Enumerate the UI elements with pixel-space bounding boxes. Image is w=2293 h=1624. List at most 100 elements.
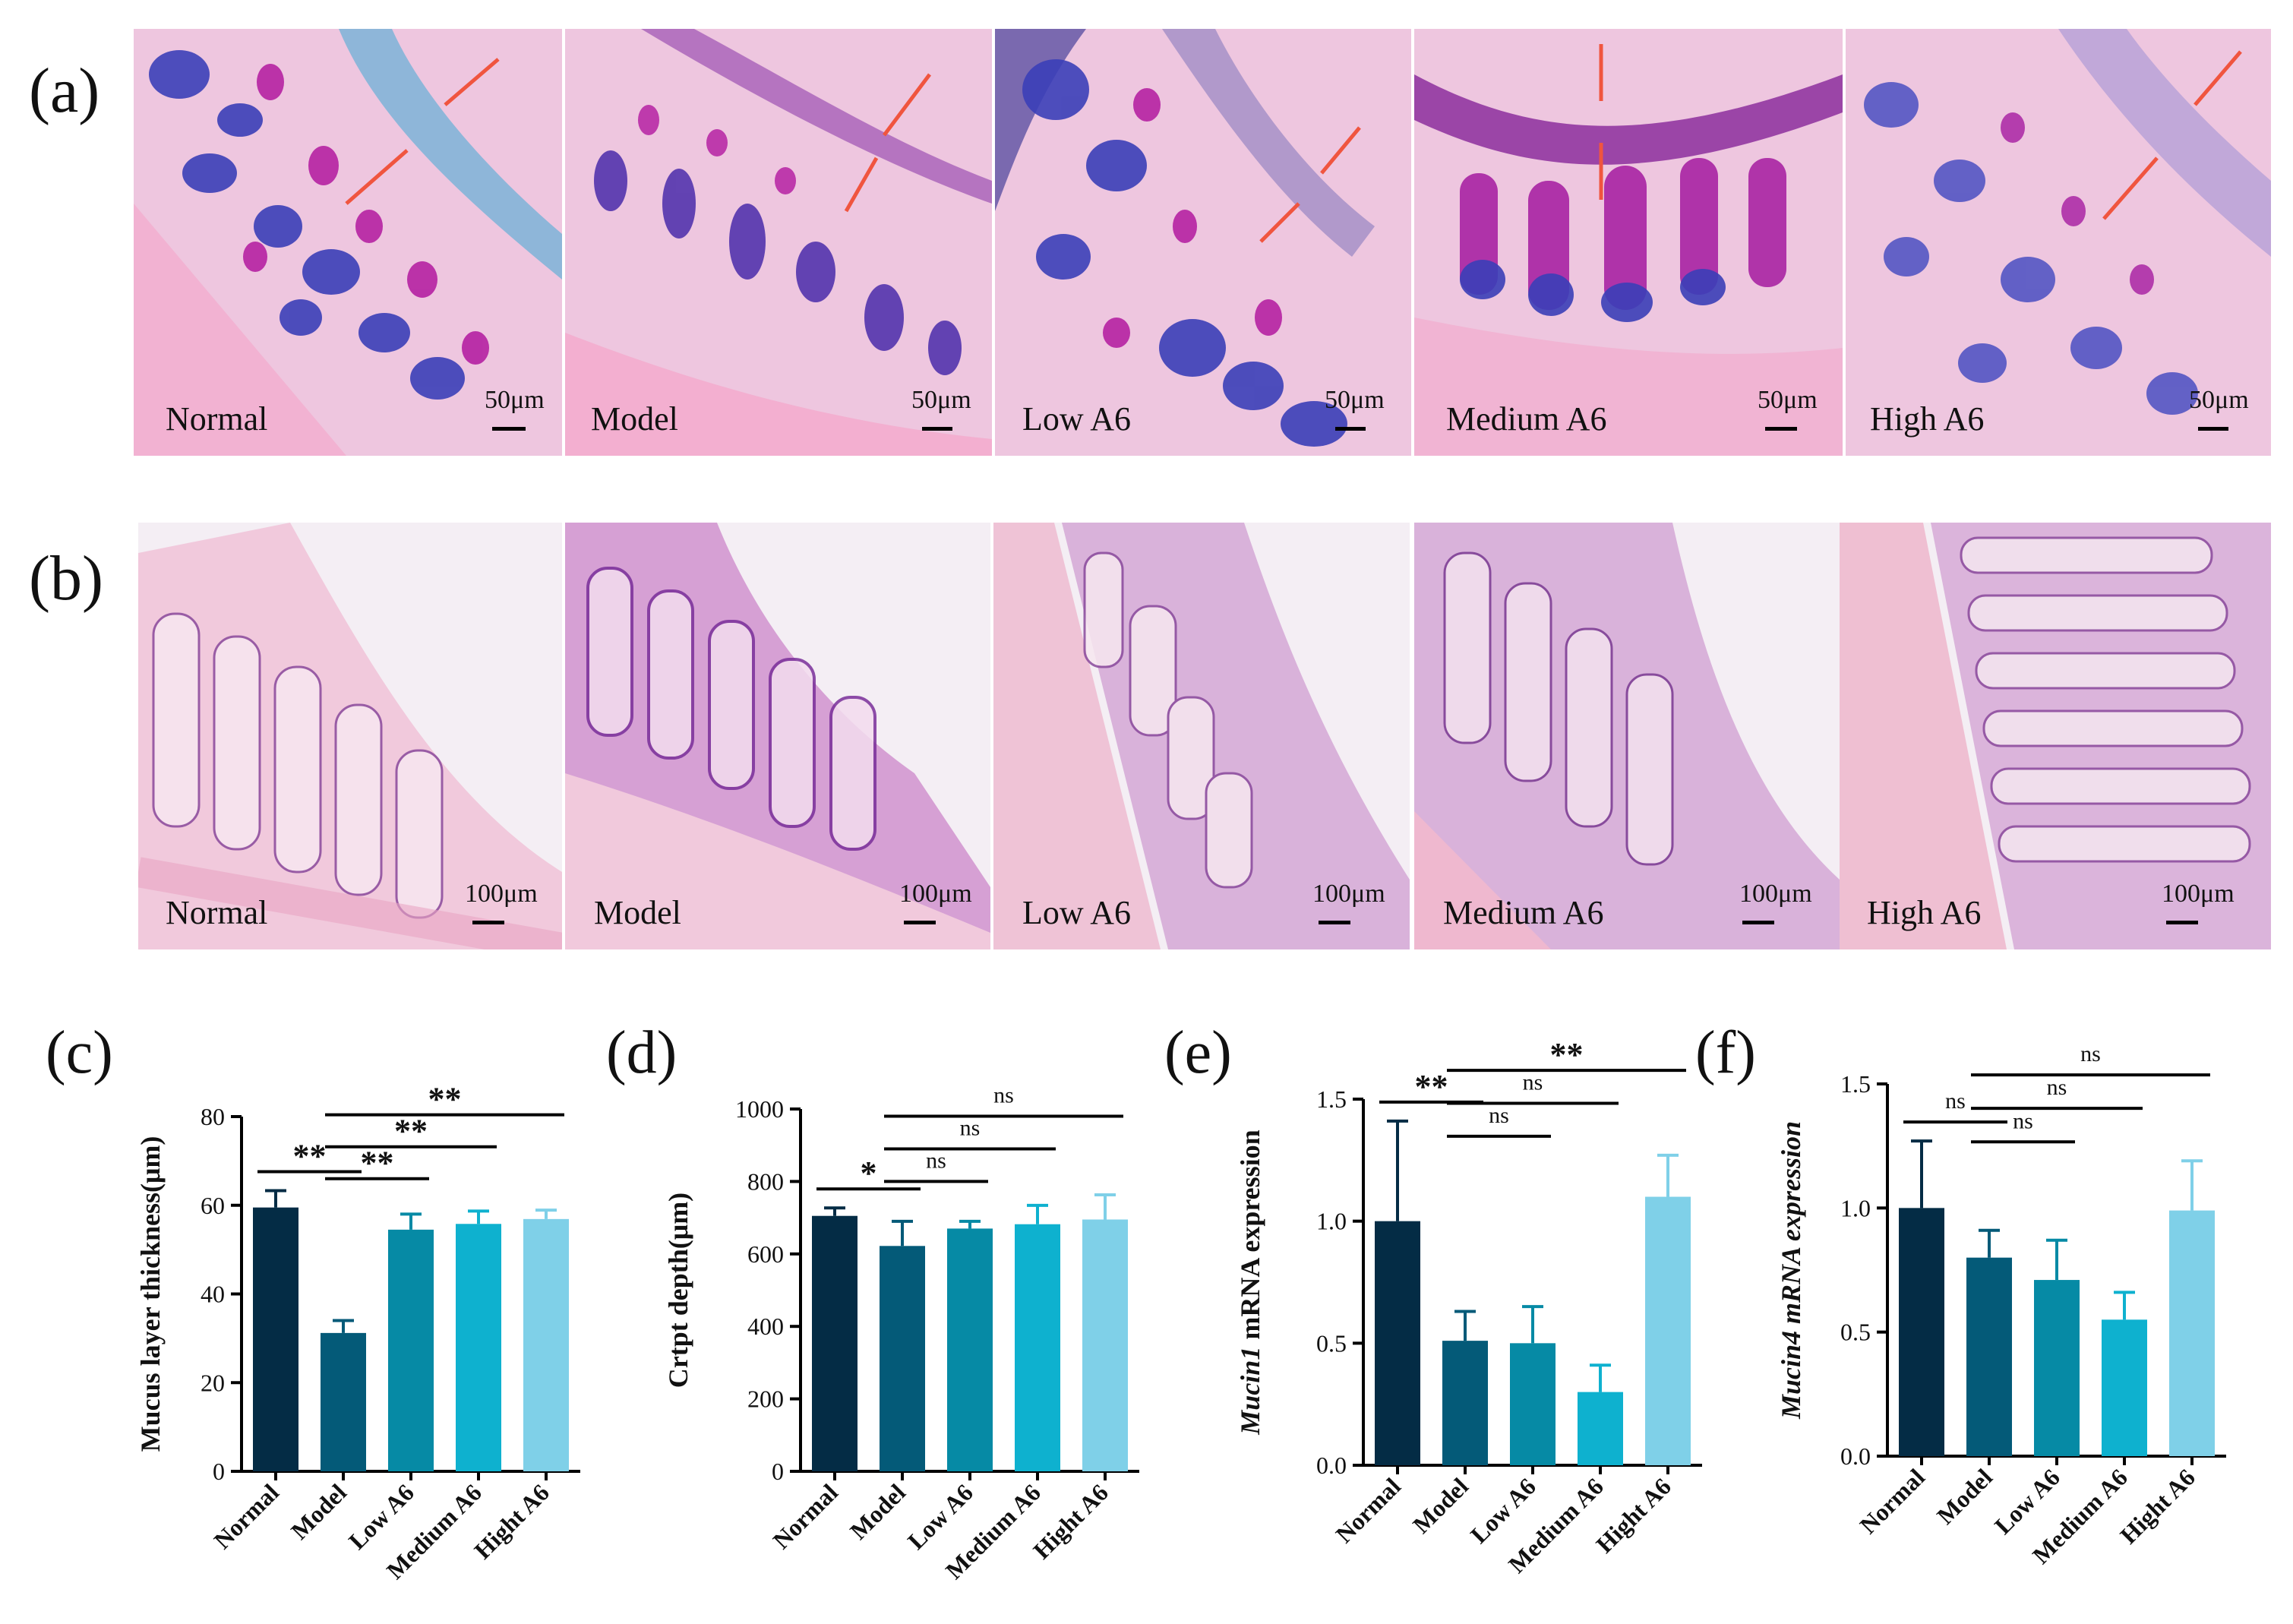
significance-label: ns — [2047, 1075, 2067, 1100]
stain-texture — [565, 523, 990, 949]
tile-label: Medium A6 — [1446, 400, 1607, 438]
bar-0 — [1899, 1208, 1944, 1456]
bar-4 — [523, 1218, 569, 1471]
micrograph-a-high-a6: High A6 50μm — [1846, 29, 2271, 456]
y-tick-label: 1.0 — [1316, 1208, 1347, 1235]
tile-label: Model — [591, 400, 678, 438]
significance-label: ** — [1415, 1068, 1448, 1105]
tile-label: Normal — [166, 894, 268, 931]
significance-label: ** — [293, 1137, 327, 1174]
tile-label: Low A6 — [1022, 894, 1131, 931]
significance-label: ns — [1489, 1103, 1509, 1128]
micrograph-a-normal: Normal 50μm — [134, 29, 562, 456]
y-tick-label: 0.5 — [1840, 1319, 1871, 1346]
chart-d: (d) 0 200 400 600 800 1000 Crtpt depth(μm) Norma… — [606, 1019, 1139, 1585]
y-tick-label: 1.5 — [1316, 1085, 1347, 1113]
micrograph-b-high-a6: High A6 100μm — [1840, 523, 2271, 949]
x-tick-label: Model — [1407, 1472, 1473, 1538]
scale-label: 100μm — [465, 880, 538, 908]
y-tick-label: 20 — [201, 1369, 225, 1396]
tile-label: Medium A6 — [1443, 894, 1604, 931]
micrograph-b-normal: Normal 100μm — [138, 523, 562, 949]
micrograph-b-medium-a6: Medium A6 100μm — [1414, 523, 1840, 949]
stain-texture — [1846, 29, 2271, 456]
y-tick-label: 0.0 — [1316, 1452, 1347, 1479]
tile-label: High A6 — [1870, 400, 1985, 438]
y-tick-label: 200 — [747, 1385, 784, 1413]
x-tick-label: Normal — [767, 1478, 843, 1554]
tile-label: Normal — [166, 400, 268, 438]
scale-label: 50μm — [1758, 386, 1818, 414]
panel-letter: (f) — [1695, 1019, 1756, 1086]
bar-4 — [2169, 1210, 2215, 1456]
bar-3 — [1015, 1224, 1060, 1471]
scale-bar — [492, 427, 526, 431]
significance-label: ns — [2013, 1108, 2033, 1133]
y-axis-label-rest: mRNA expression — [1235, 1130, 1265, 1346]
bar-3 — [1578, 1392, 1623, 1465]
y-tick-label: 0 — [213, 1458, 225, 1485]
y-axis-label: Mucin1 mRNA expression — [1235, 1130, 1265, 1435]
stain-texture — [138, 523, 562, 949]
y-axis-label-italic: Mucin1 — [1235, 1347, 1265, 1436]
y-tick-label: 0 — [772, 1458, 784, 1485]
y-axis-label: Mucus layer thickness(μm) — [135, 1136, 166, 1452]
panel-letter: (e) — [1164, 1019, 1232, 1086]
significance-label: ** — [394, 1113, 428, 1150]
scale-label: 50μm — [911, 386, 971, 414]
bar-1 — [880, 1246, 925, 1471]
significance-label: ns — [926, 1148, 946, 1173]
y-axis-label-italic: Mucin4 mRNA expression — [1776, 1121, 1806, 1420]
scale-label: 100μm — [1312, 880, 1385, 908]
stain-texture — [1840, 523, 2271, 949]
bar-3 — [2102, 1319, 2147, 1456]
y-tick-label: 800 — [747, 1167, 784, 1195]
chart-e: (e) 0.0 0.5 1.0 1.5 Mucin1 mRNA expression Nor… — [1164, 1019, 1702, 1578]
stain-texture — [993, 523, 1410, 949]
bar-2 — [388, 1229, 434, 1471]
y-axis-label: Mucin4 mRNA expression — [1776, 1121, 1806, 1420]
stain-texture — [1414, 29, 1843, 456]
significance-label: ns — [1523, 1070, 1543, 1095]
stain-texture — [565, 29, 992, 456]
bar-1 — [1966, 1257, 2012, 1456]
scale-bar — [2166, 921, 2198, 924]
micrograph-a-medium-a6: Medium A6 50μm — [1414, 29, 1843, 456]
micrograph-b-model: Model 100μm — [565, 523, 990, 949]
x-tick-label: Hight A6 — [1590, 1472, 1676, 1558]
significance-label: ns — [2080, 1041, 2101, 1066]
panel-letter-a: (a) — [29, 55, 100, 126]
bar-2 — [2034, 1280, 2080, 1456]
y-tick-label: 80 — [201, 1103, 225, 1130]
micrograph-a-model: Model 50μm — [565, 29, 992, 456]
bar-1 — [1442, 1341, 1488, 1465]
scale-label: 100μm — [1739, 880, 1812, 908]
scale-bar — [1335, 427, 1366, 431]
significance-label: ** — [361, 1145, 394, 1182]
significance-label: ** — [428, 1081, 462, 1118]
significance-label: ** — [1550, 1036, 1584, 1073]
tile-label: Low A6 — [1022, 400, 1131, 438]
scale-label: 50μm — [2189, 386, 2249, 414]
bar-4 — [1645, 1196, 1691, 1465]
bar-1 — [321, 1332, 366, 1471]
scale-label: 100μm — [899, 880, 972, 908]
scale-bar — [1765, 427, 1797, 431]
scale-bar — [1742, 921, 1774, 924]
x-tick-label: Hight A6 — [2115, 1463, 2200, 1549]
significance-label: ns — [993, 1083, 1014, 1108]
y-tick-label: 400 — [747, 1313, 784, 1340]
panel-letter: (d) — [606, 1019, 677, 1086]
significance-label: * — [861, 1155, 877, 1192]
x-tick-label: Model — [1931, 1463, 1998, 1529]
significance-label: ns — [960, 1115, 981, 1140]
micrograph-a-low-a6: Low A6 50μm — [995, 29, 1411, 456]
bar-4 — [1082, 1219, 1128, 1471]
y-axis-label: Crtpt depth(μm) — [663, 1193, 693, 1388]
scale-bar — [922, 427, 952, 431]
stain-texture — [134, 29, 562, 456]
y-tick-label: 600 — [747, 1240, 784, 1268]
panel-letter-b: (b) — [29, 543, 103, 614]
chart-f: (f) 0.0 0.5 1.0 1.5 Mucin4 mRNA expression Nor… — [1695, 1019, 2226, 1569]
